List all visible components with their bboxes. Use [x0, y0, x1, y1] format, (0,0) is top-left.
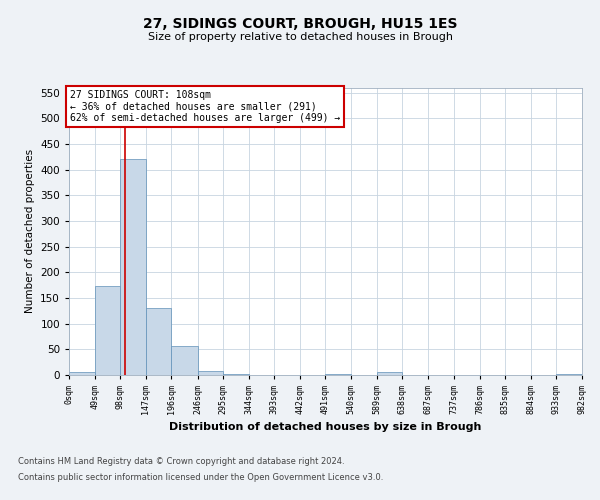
- Bar: [172, 346, 197, 375]
- Y-axis label: Number of detached properties: Number of detached properties: [25, 149, 35, 314]
- X-axis label: Distribution of detached houses by size in Brough: Distribution of detached houses by size …: [169, 422, 482, 432]
- Text: Size of property relative to detached houses in Brough: Size of property relative to detached ho…: [148, 32, 452, 42]
- Bar: [120, 160, 146, 375]
- Text: Contains public sector information licensed under the Open Government Licence v3: Contains public sector information licen…: [18, 472, 383, 482]
- Bar: [95, 286, 120, 375]
- Bar: [377, 372, 402, 375]
- Bar: [69, 372, 95, 375]
- Text: Contains HM Land Registry data © Crown copyright and database right 2024.: Contains HM Land Registry data © Crown c…: [18, 458, 344, 466]
- Text: 27, SIDINGS COURT, BROUGH, HU15 1ES: 27, SIDINGS COURT, BROUGH, HU15 1ES: [143, 18, 457, 32]
- Bar: [556, 374, 582, 375]
- Bar: [197, 371, 223, 375]
- Text: 27 SIDINGS COURT: 108sqm
← 36% of detached houses are smaller (291)
62% of semi-: 27 SIDINGS COURT: 108sqm ← 36% of detach…: [70, 90, 340, 124]
- Bar: [146, 308, 172, 375]
- Bar: [223, 374, 249, 375]
- Bar: [325, 374, 351, 375]
